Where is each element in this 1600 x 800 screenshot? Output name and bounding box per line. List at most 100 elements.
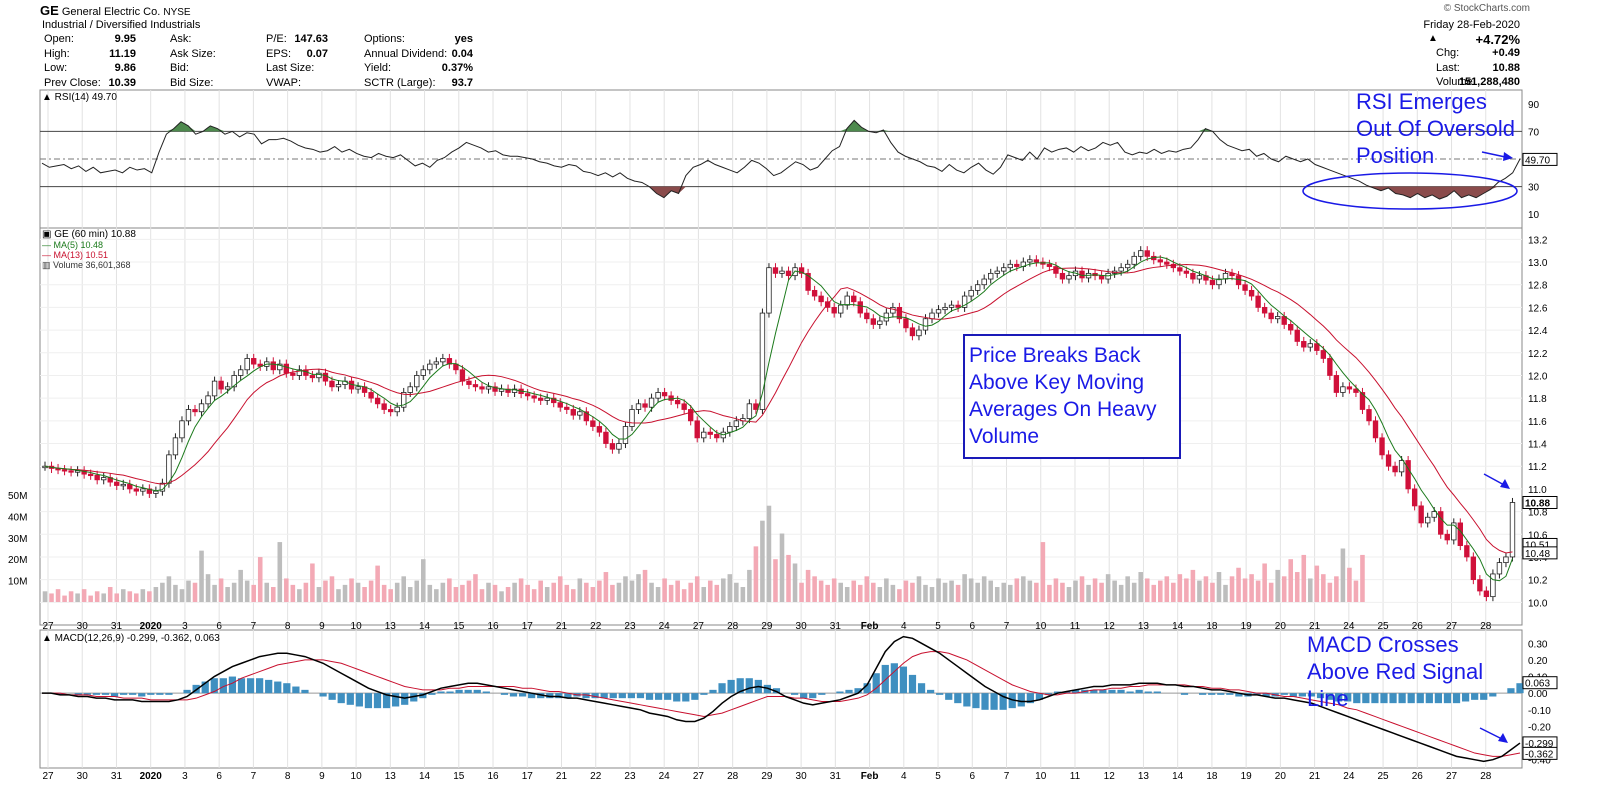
x-tick-label: 6 [969, 771, 975, 782]
volume-bar [629, 580, 635, 602]
volume-bar [747, 569, 752, 602]
x-tick-label: 13 [385, 771, 397, 782]
stat-label: VWAP: [266, 76, 302, 89]
stat-value: 147.63 [294, 33, 328, 45]
macd-histogram-bar [709, 689, 717, 694]
x-tick-label: 6 [216, 771, 222, 782]
macd-histogram-bar [101, 693, 110, 695]
x-tick-label: 23 [624, 771, 636, 782]
rsi-highlight-ellipse [1302, 172, 1518, 210]
x-tick-label: 26 [1412, 771, 1424, 782]
macd-signal-line [42, 651, 1521, 757]
candle-body [1118, 267, 1124, 272]
candle-body [498, 388, 505, 392]
volume-bar [1353, 580, 1359, 602]
volume-bar [88, 595, 93, 602]
macd-histogram-bar [1090, 689, 1098, 694]
volume-bar [694, 576, 700, 602]
volume-bar [897, 589, 902, 602]
change-pct: +4.72% [1475, 32, 1520, 47]
volume-bar [844, 587, 850, 602]
volume-bar [55, 589, 61, 602]
candle-body [988, 272, 994, 280]
volume-bar [753, 546, 759, 602]
candle-body [596, 426, 603, 433]
volume-bar [1314, 565, 1320, 602]
candle-body [127, 483, 133, 490]
candle-body [1359, 392, 1366, 410]
macd-histogram-bar [1199, 693, 1207, 695]
volume-bar [342, 584, 348, 602]
macd-histogram-bar [1416, 693, 1424, 704]
volume-bar [734, 582, 739, 602]
macd-histogram-bar [727, 679, 735, 694]
candle-body [779, 270, 785, 274]
macd-histogram-bar [1471, 693, 1479, 700]
volume-bar [871, 582, 876, 602]
volume-bar [1092, 578, 1098, 602]
credit: © StockCharts.com [1443, 3, 1530, 14]
candle-body [655, 392, 661, 399]
x-tick-label: 2020 [140, 621, 163, 632]
rsi-tick-label: 10 [1528, 210, 1540, 221]
macd-histogram-bar [1344, 693, 1352, 702]
volume-bar [75, 593, 80, 602]
stat-label: Ask Size: [170, 47, 216, 60]
x-tick-label: 3 [182, 771, 188, 782]
macd-histogram-bar [464, 689, 472, 694]
candle-body [805, 272, 811, 291]
x-tick-label: 6 [969, 621, 975, 632]
candle-body [1131, 255, 1137, 265]
macd-histogram-bar [337, 693, 345, 704]
x-tick-label: 10 [351, 771, 363, 782]
candle-body [929, 312, 935, 320]
macd-histogram-bar [165, 693, 173, 695]
candle-body [407, 386, 413, 393]
x-tick-label: Feb [861, 621, 879, 632]
volume-bar [766, 505, 772, 602]
candle-body [564, 406, 570, 410]
volume-bar [877, 587, 883, 602]
macd-histogram-bar [881, 664, 889, 694]
candle-body [459, 369, 466, 382]
volume-bar [1079, 576, 1085, 602]
stat-value: 9.86 [114, 62, 136, 74]
candle-body [114, 481, 120, 486]
volume-bar [421, 559, 426, 602]
macd-histogram-bar [237, 678, 246, 694]
macd-histogram-bar [1108, 689, 1116, 694]
candle-body [727, 426, 733, 433]
stat-label: SCTR (Large): [364, 76, 436, 89]
volume-bar [42, 591, 48, 602]
price-tick-label: 13.0 [1528, 258, 1548, 269]
candle-body [537, 397, 544, 401]
volume-bar [799, 582, 804, 602]
volume-bar [329, 576, 335, 602]
macd-histogram-bar [1307, 693, 1316, 697]
macd-histogram-bar [1026, 693, 1034, 704]
volume-bar [270, 587, 276, 602]
x-tick-label: 2020 [140, 771, 163, 782]
macd-histogram-bar [1425, 693, 1433, 704]
stat-value: 9.95 [114, 33, 136, 45]
price-title: ▣ GE (60 min) 10.88 [42, 229, 136, 240]
stat-value: 0.37% [441, 62, 473, 74]
candle-body [205, 395, 211, 405]
candle-body [909, 327, 916, 337]
volume-bar [107, 587, 113, 602]
price-tick-label: 12.0 [1528, 371, 1548, 382]
candle-body [524, 393, 531, 397]
volume-bar [701, 587, 707, 602]
price-last-box [1522, 495, 1558, 509]
macd-histogram-bar [1353, 693, 1361, 704]
x-tick-label: 7 [1004, 771, 1010, 782]
stat-label: Open: [44, 33, 74, 45]
candle-body [1216, 278, 1222, 286]
macd-histogram-bar [836, 691, 844, 694]
x-tick-label: 29 [761, 621, 773, 632]
volume-bar [1203, 576, 1209, 602]
macd-histogram-bar [210, 678, 218, 694]
rsi-title: ▲ RSI(14) 49.70 [42, 92, 117, 103]
candle-body [968, 289, 974, 297]
volume-bar [173, 584, 178, 602]
